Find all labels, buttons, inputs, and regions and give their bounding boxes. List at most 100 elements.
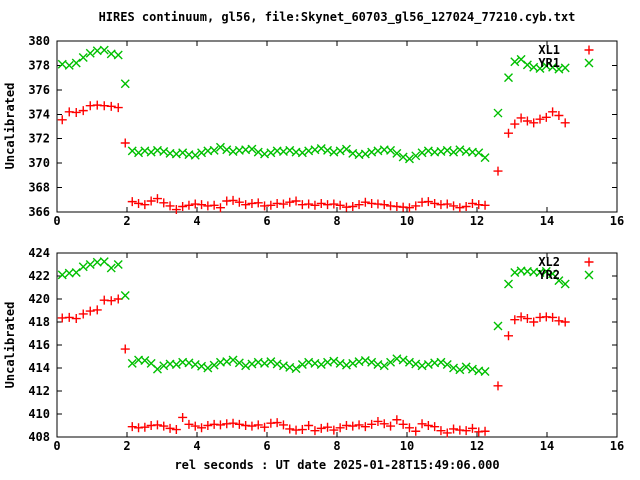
data-point-xl2 — [78, 309, 88, 319]
y-axis-label-bottom: Uncalibrated — [3, 302, 17, 389]
data-point-yr2 — [171, 360, 181, 370]
data-point-yr1 — [197, 148, 207, 158]
data-point-xl2 — [215, 420, 225, 430]
data-point-xl1 — [241, 200, 251, 210]
data-point-yr2 — [467, 364, 477, 374]
data-point-xl2 — [253, 420, 263, 430]
data-point-xl2 — [178, 412, 188, 422]
data-point-xl1 — [379, 200, 389, 210]
data-point-xl2 — [348, 421, 358, 431]
data-point-yr1 — [190, 150, 200, 160]
data-point-yr2 — [461, 362, 471, 372]
data-point-yr2 — [228, 355, 238, 365]
data-point-xl1 — [535, 114, 545, 124]
data-point-xl1 — [106, 101, 116, 111]
data-point-yr1 — [386, 145, 396, 155]
data-point-yr2 — [379, 361, 389, 371]
data-point-xl1 — [171, 205, 181, 215]
data-point-yr1 — [215, 142, 225, 152]
y-tick-label: 380 — [28, 34, 50, 48]
data-point-xl2 — [386, 421, 396, 431]
data-point-xl2 — [461, 426, 471, 436]
data-point-xl1 — [228, 195, 238, 205]
data-point-yr2 — [190, 360, 200, 370]
data-point-xl1 — [354, 200, 364, 210]
data-point-yr1 — [548, 62, 558, 72]
y-tick-label: 424 — [28, 246, 50, 260]
data-point-xl1 — [442, 199, 452, 209]
data-point-xl2 — [120, 344, 130, 354]
data-point-yr1 — [71, 58, 81, 68]
data-point-xl1 — [411, 201, 421, 211]
legend-label-xl1: XL1 — [538, 43, 560, 57]
data-point-yr2 — [260, 358, 270, 368]
data-point-yr1 — [480, 153, 490, 163]
data-point-yr2 — [106, 263, 116, 273]
data-point-yr1 — [316, 143, 326, 153]
data-point-xl1 — [184, 200, 194, 210]
data-point-yr2 — [64, 268, 74, 278]
data-point-yr1 — [411, 151, 421, 161]
data-point-yr1 — [253, 147, 263, 157]
data-point-yr2 — [504, 279, 513, 289]
data-point-yr2 — [329, 356, 339, 366]
data-point-xl2 — [430, 422, 440, 432]
data-point-xl2 — [367, 419, 377, 429]
data-point-xl1 — [522, 116, 532, 126]
data-point-xl2 — [467, 423, 477, 433]
data-point-xl2 — [404, 423, 414, 433]
data-point-yr1 — [106, 49, 116, 59]
data-point-yr1 — [134, 148, 144, 158]
panel-top: 0 2 4 6 8 10 12 14 16 366 368 370 372 374 376 378 380 XL1… — [28, 34, 624, 228]
data-point-xl1 — [430, 198, 440, 208]
data-point-xl1 — [120, 138, 130, 148]
data-point-xl1 — [278, 199, 288, 209]
data-point-yr2 — [404, 357, 414, 367]
x-tick-label: 8 — [333, 439, 340, 453]
x-tick-label: 2 — [123, 214, 130, 228]
data-point-yr2 — [493, 321, 503, 331]
data-point-xl1 — [234, 197, 244, 207]
x-tick-label: 12 — [470, 439, 484, 453]
data-point-yr2 — [222, 357, 232, 367]
data-point-yr1 — [247, 144, 257, 154]
data-point-xl2 — [159, 421, 169, 431]
data-point-yr2 — [241, 361, 251, 371]
data-point-xl1 — [360, 197, 370, 207]
y-tick-label: 408 — [28, 430, 50, 444]
data-point-yr1 — [57, 59, 67, 69]
y-tick-label: 376 — [28, 83, 50, 97]
data-point-yr1 — [99, 45, 109, 55]
data-point-xl2 — [203, 421, 213, 430]
data-point-xl1 — [127, 197, 137, 207]
data-point-xl2 — [398, 419, 408, 429]
data-point-xl1 — [140, 200, 150, 210]
x-tick-label: 4 — [193, 214, 200, 228]
data-point-yr2 — [159, 361, 169, 371]
data-point-xl2 — [165, 423, 175, 433]
y-tick-label: 410 — [28, 407, 50, 421]
data-point-xl2 — [436, 426, 446, 436]
data-point-yr1 — [85, 48, 95, 58]
legend-label-yr1: YR1 — [538, 56, 560, 70]
data-point-yr2 — [436, 357, 446, 367]
data-point-xl1 — [493, 166, 503, 176]
data-point-yr2 — [203, 363, 213, 373]
data-point-yr2 — [316, 360, 326, 370]
data-point-xl1 — [348, 202, 358, 212]
data-point-yr2 — [360, 356, 370, 366]
data-point-yr2 — [197, 361, 207, 371]
data-point-xl1 — [548, 107, 558, 117]
data-point-yr1 — [159, 147, 169, 157]
y-tick-label: 414 — [28, 361, 50, 375]
data-point-yr2 — [341, 360, 351, 370]
data-point-xl2 — [417, 419, 427, 429]
data-point-xl2 — [423, 421, 433, 430]
data-point-yr2 — [398, 355, 408, 365]
data-point-yr1 — [222, 145, 232, 155]
data-point-xl2 — [522, 314, 532, 324]
data-point-yr1 — [113, 50, 123, 60]
chart-title: HIRES continuum, gl56, file:Skynet_60703… — [99, 10, 576, 25]
data-point-xl2 — [316, 423, 326, 433]
